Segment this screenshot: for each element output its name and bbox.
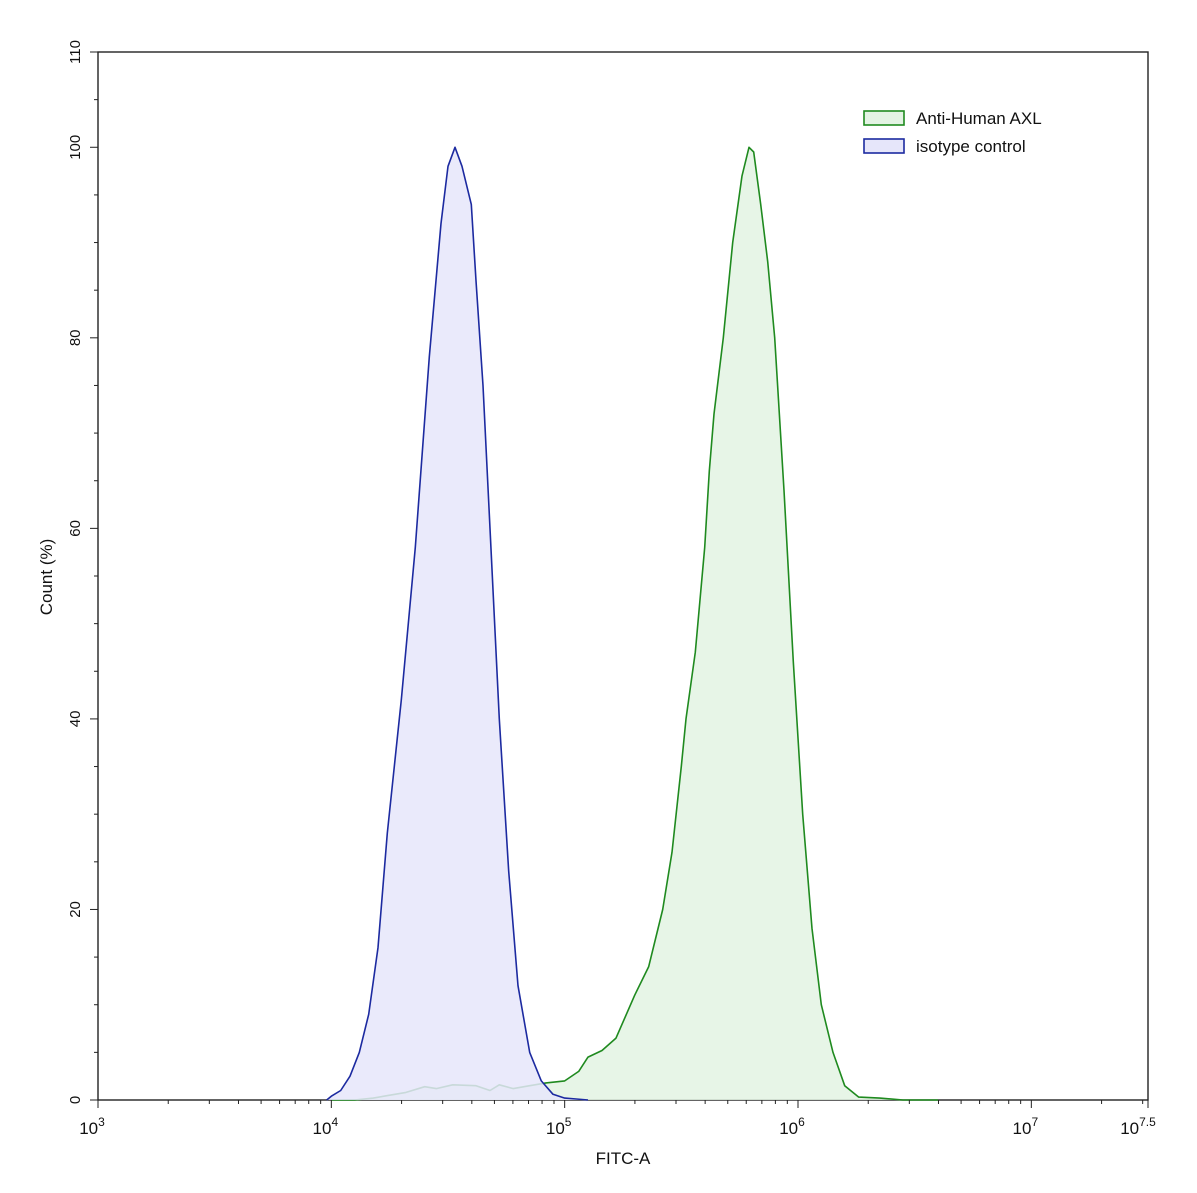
y-tick-label: 20 xyxy=(67,901,84,918)
x-axis: 103 104 105 106 107 107.5 xyxy=(79,1100,1156,1138)
y-axis: 0 20 40 60 80 100 110 xyxy=(67,40,98,1104)
legend-label-isotype-control: isotype control xyxy=(916,137,1026,156)
plot-area xyxy=(97,51,1149,1101)
legend-swatch-anti-human-axl xyxy=(863,110,905,126)
y-tick-label: 110 xyxy=(67,40,84,64)
y-tick-label: 40 xyxy=(67,711,84,728)
series-area-anti-human-axl xyxy=(331,147,938,1101)
y-tick-label: 80 xyxy=(67,329,84,346)
y-tick-label: 0 xyxy=(67,1096,84,1104)
series-area-isotype-control xyxy=(326,147,588,1101)
x-axis-title: FITC-A xyxy=(596,1149,651,1168)
legend-label-anti-human-axl: Anti-Human AXL xyxy=(916,109,1042,128)
plot-frame xyxy=(97,51,1149,1101)
x-tick-label: 103 xyxy=(79,1115,105,1138)
series-line-isotype-control xyxy=(326,146,589,1101)
x-tick-label: 104 xyxy=(313,1115,339,1138)
x-tick-label: 107.5 xyxy=(1120,1115,1156,1138)
x-tick-label: 106 xyxy=(779,1115,805,1138)
y-tick-label: 100 xyxy=(67,135,84,160)
legend-swatch-isotype-control xyxy=(863,138,905,154)
x-tick-label: 105 xyxy=(546,1115,572,1138)
x-tick-label: 107 xyxy=(1013,1115,1039,1138)
legend: Anti-Human AXL isotype control xyxy=(863,109,1042,156)
y-tick-label: 60 xyxy=(67,520,84,537)
y-axis-title: Count (%) xyxy=(37,539,56,616)
